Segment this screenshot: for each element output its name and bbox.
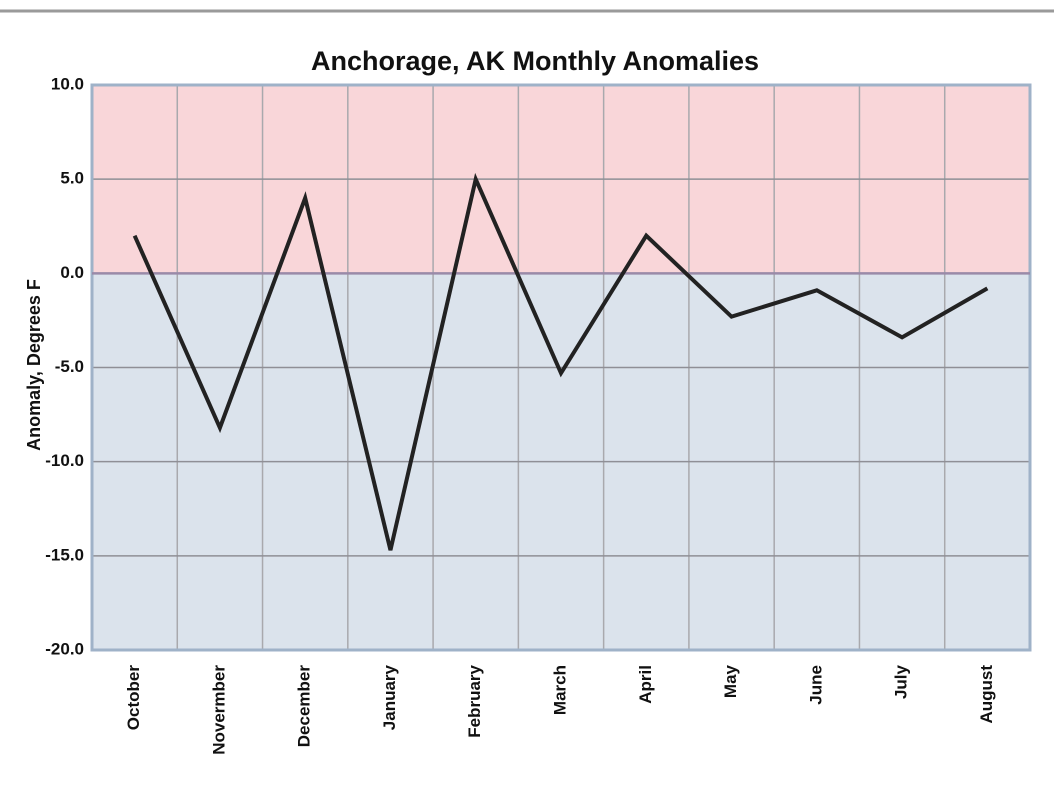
- y-tick-label: 5.0: [60, 169, 84, 188]
- x-tick-label: February: [465, 664, 484, 737]
- y-tick-label: -10.0: [45, 451, 84, 470]
- x-tick-label: January: [380, 664, 399, 730]
- y-tick-label: -20.0: [45, 639, 84, 658]
- x-tick-label: June: [806, 665, 825, 705]
- x-tick-label: Novermber: [209, 665, 228, 755]
- y-tick-label: 10.0: [51, 74, 84, 93]
- x-tick-label: March: [550, 665, 569, 715]
- y-tick-label: -15.0: [45, 545, 84, 564]
- data-line: [132, 172, 989, 551]
- y-tick-label: 0.0: [60, 263, 84, 282]
- x-tick-label: May: [721, 664, 740, 698]
- x-tick-label: April: [636, 665, 655, 704]
- chart-title: Anchorage, AK Monthly Anomalies: [311, 46, 759, 76]
- x-tick-label: August: [977, 665, 996, 724]
- plot-border: [90, 83, 1032, 652]
- x-tick-label: October: [124, 665, 143, 731]
- plot-area: [92, 84, 1030, 651]
- x-tick-label: December: [295, 665, 314, 748]
- y-axis-label: Anomaly, Degrees F: [24, 279, 44, 451]
- x-tick-label: July: [892, 664, 911, 699]
- y-tick-label: -5.0: [55, 357, 84, 376]
